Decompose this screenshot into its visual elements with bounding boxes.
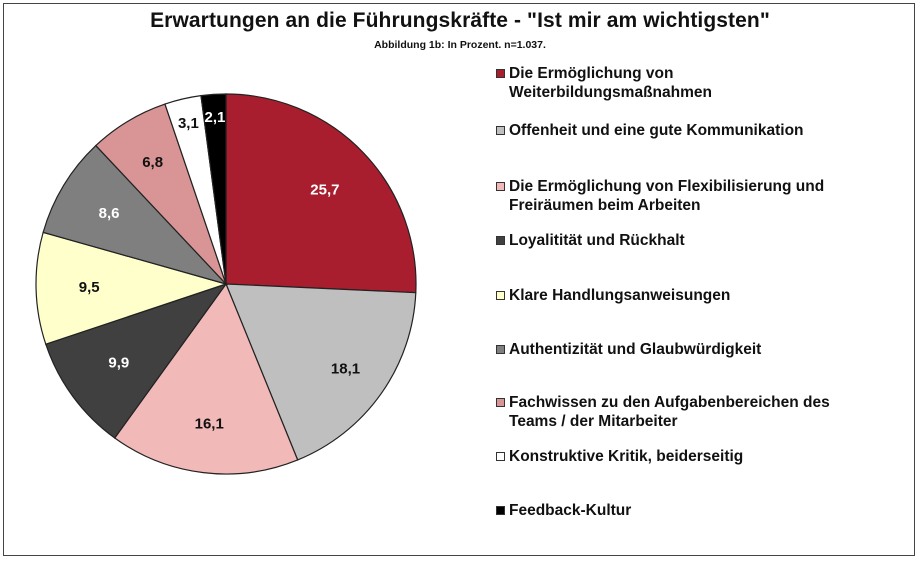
slice-value-label: 9,9 — [108, 355, 129, 372]
legend-label: Fachwissen zu den Aufgabenbereichen des — [509, 394, 830, 411]
legend-label: Die Ermöglichung von — [509, 65, 674, 82]
pie-slice — [200, 93, 227, 285]
legend-swatch — [496, 126, 505, 135]
slice-value-label: 6,8 — [142, 154, 163, 171]
legend-swatch — [496, 452, 505, 461]
legend-label: Authentizität und Glaubwürdigkeit — [509, 341, 762, 358]
legend-label: Feedback-Kultur — [509, 502, 632, 519]
pie-slice — [225, 283, 417, 461]
slice-value-label: 3,1 — [178, 115, 199, 132]
slice-value-label: 25,7 — [310, 181, 339, 198]
legend-label: Teams / der Mitarbeiter — [509, 413, 678, 430]
legend-label: Loyalitität und Rückhalt — [509, 232, 685, 249]
legend-label: Weiterbildungsmaßnahmen — [509, 84, 712, 101]
pie-slice — [45, 282, 228, 439]
chart-title: Erwartungen an die Führungskräfte - "Ist… — [150, 9, 770, 32]
legend-swatch — [496, 506, 505, 515]
legend-swatch — [496, 345, 505, 354]
pie-slice — [35, 231, 229, 345]
legend-label: Die Ermöglichung von Flexibilisierung un… — [509, 178, 825, 195]
legend-label: Freiräumen beim Arbeiten — [509, 197, 701, 214]
slice-value-label: 2,1 — [205, 109, 226, 126]
legend-swatch — [496, 69, 505, 78]
legend-label: Konstruktive Kritik, beiderseitig — [509, 448, 744, 465]
slice-value-label: 8,6 — [99, 205, 120, 222]
legend-swatch — [496, 398, 505, 407]
legend-swatch — [496, 291, 505, 300]
pie-slices — [35, 93, 417, 475]
legend-swatch — [496, 236, 505, 245]
slice-value-label: 18,1 — [331, 360, 360, 377]
pie-slice — [113, 282, 299, 475]
pie-labels: 25,7 18,1 16,1 9,9 9,5 8,6 6,8 3,1 2,1 — [79, 109, 360, 432]
chart-subtitle: Abbildung 1b: In Prozent. n=1.037. — [374, 39, 546, 51]
slice-value-label: 16,1 — [195, 416, 224, 433]
slice-value-label: 9,5 — [79, 279, 100, 296]
legend-swatch — [496, 182, 505, 191]
legend-label: Offenheit und eine gute Kommunikation — [509, 122, 804, 139]
legend-label: Klare Handlungsanweisungen — [509, 287, 731, 304]
pie-slice — [42, 144, 228, 286]
pie-slice — [225, 93, 417, 294]
